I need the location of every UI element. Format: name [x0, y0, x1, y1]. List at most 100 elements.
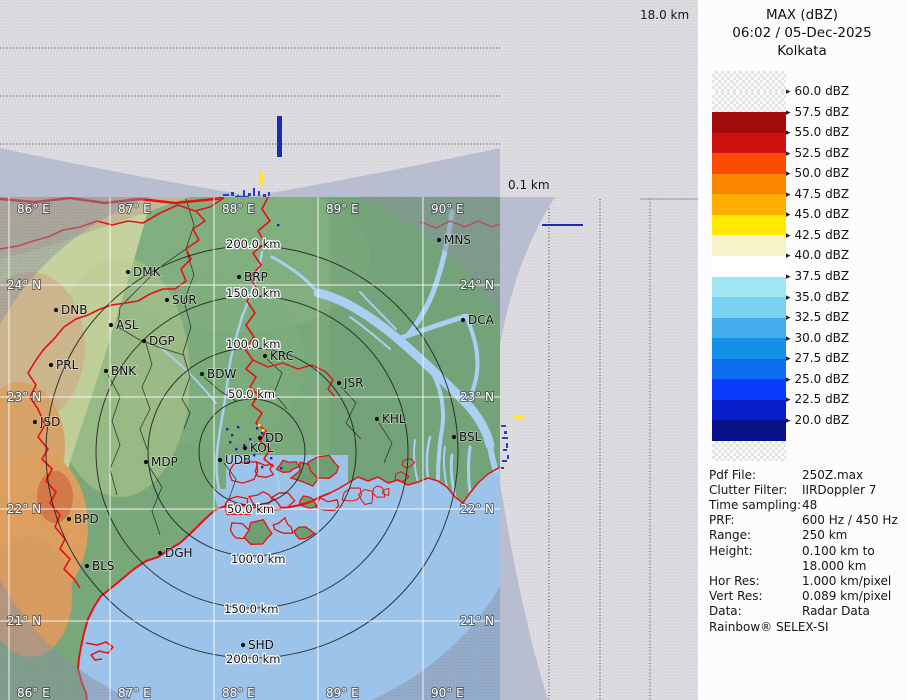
elevated-echo-bar: [542, 224, 583, 226]
delta-island: [316, 496, 340, 511]
legend-tick-arrow: ▸: [786, 107, 791, 118]
echo-mark-blue: [506, 443, 508, 448]
echo-pixel-strong: [262, 429, 265, 432]
station-dot-MDP: [143, 459, 149, 465]
legend-cell: [712, 255, 786, 277]
delta-island: [293, 526, 316, 540]
delta-island: [401, 458, 416, 470]
hooghly-estuary: [213, 489, 231, 513]
legend-tick-arrow: ▸: [786, 395, 791, 406]
legend-cell: [712, 297, 786, 318]
legend-tick-label: 50.0 dBZ: [794, 166, 850, 181]
stations: DMK BRP SUR MNS DNB ASL DGP DCA PRL BNK BDW KRC JSR K…: [32, 232, 495, 653]
legend-cell: [712, 317, 786, 339]
metadata-label: Range:: [709, 528, 752, 543]
legend-cell: [712, 440, 786, 462]
echo-mark-blue: [243, 190, 245, 196]
echo-mark-blue: [268, 192, 270, 196]
echo-mark-blue: [223, 194, 229, 196]
metadata-label: Vert Res:: [709, 588, 763, 603]
echo-marks-right-panel: [501, 224, 583, 469]
product-title: MAX (dBZ): [765, 7, 839, 23]
legend-tick-arrow: ▸: [786, 230, 791, 241]
lon-label-top: 90° E: [431, 202, 464, 216]
legend-tick-label: 57.5 dBZ: [794, 104, 850, 119]
echo-pixel: [243, 444, 246, 447]
legend-tick-arrow: ▸: [786, 87, 791, 98]
metadata-row: PRF: 600 Hz / 450 Hz: [709, 513, 899, 528]
station-label-DMK: DMK: [133, 265, 162, 279]
legend-cell: [712, 358, 786, 380]
station-label-MDP: MDP: [151, 455, 178, 469]
legend-cell: [712, 91, 786, 113]
lon-label-bottom: 88° E: [222, 686, 255, 700]
elevated-echo-bar: [277, 116, 282, 157]
station-label-KRC: KRC: [270, 349, 294, 363]
metadata-row: 18.000 km: [709, 559, 899, 574]
legend-tick-arrow: ▸: [786, 333, 791, 344]
echo-mark-blue: [248, 193, 251, 196]
station-dot-DD: [257, 435, 263, 441]
legend-tick-label: 20.0 dBZ: [794, 412, 850, 427]
echo-pixel: [226, 428, 229, 431]
coverage-cone-right: [253, 148, 500, 197]
metadata-row: Time sampling: 48: [709, 498, 899, 513]
lon-label-bottom: 86° E: [17, 686, 50, 700]
metadata-value: 0.100 km to: [802, 543, 875, 558]
height-min-label: 0.1 km: [508, 178, 550, 192]
delta-island: [358, 488, 374, 505]
station-dot-SUR: [164, 297, 170, 303]
metadata-value: 250Z.max: [802, 468, 864, 482]
height-gridlines-right: [548, 199, 651, 700]
delta-island: [243, 519, 273, 545]
lat-label-left: 22° N: [7, 502, 41, 516]
echo-pixel-strong: [258, 424, 261, 427]
station-label-DCA: DCA: [468, 313, 495, 327]
bay-of-bengal: [78, 467, 500, 700]
lon-label-top: 89° E: [326, 202, 359, 216]
metadata-row: Data: Radar Data: [709, 604, 899, 619]
color-scale-bar: [712, 71, 786, 462]
station-dot-BLS: [84, 563, 90, 569]
metadata-value: IIRDoppler 7: [802, 483, 877, 498]
lon-label-bottom: 90° E: [431, 686, 464, 700]
out-of-range-overlay: [0, 179, 537, 700]
echo-pixel: [249, 438, 252, 441]
legend-cell: [712, 153, 786, 174]
station-label-SUR: SUR: [172, 293, 197, 307]
lat-label-right: 22° N: [460, 502, 494, 516]
station-label-DGP: DGP: [149, 334, 175, 348]
radar-map-canvas: 86° E 86° E 87° E 87° E 88° E 88° E 89° E 89° E…: [0, 179, 537, 700]
legend-cell: [712, 194, 786, 215]
metadata-row: Height: 0.100 km to: [709, 544, 899, 559]
height-max-label: 18.0 km: [640, 8, 690, 22]
delta-island: [372, 485, 386, 498]
legend-tick-arrow: ▸: [786, 251, 791, 262]
range-ring-label: 100.0 km: [231, 552, 285, 566]
station-label-JSD: JSD: [39, 415, 60, 429]
echo-mark-blue: [502, 437, 508, 439]
echo-pixel: [261, 466, 264, 469]
station-label-BNK: BNK: [111, 364, 137, 378]
coverage-cone-upper: [500, 197, 555, 345]
timestamp: 06:02 / 05-Dec-2025: [732, 25, 872, 41]
lon-label-top: 87° E: [118, 202, 151, 216]
legend-cell: [712, 71, 786, 92]
echo-pixel: [237, 426, 240, 429]
echo-pixel: [229, 441, 232, 444]
lat-label-right: 21° N: [460, 614, 494, 628]
legend-cell: [712, 399, 786, 421]
echo-pixel: [277, 224, 280, 227]
height-panel-right: [500, 197, 698, 700]
range-ring-label: 200.0 km: [226, 652, 280, 666]
legend-tick-label: 22.5 dBZ: [794, 392, 850, 407]
legend-tick-label: 27.5 dBZ: [794, 351, 850, 366]
station-dot-KRC: [262, 353, 268, 359]
lat-label-left: 23° N: [7, 390, 41, 404]
metadata-label: Clutter Filter:: [709, 483, 788, 498]
metadata-value: 250 km: [802, 528, 848, 543]
station-label-BSL: BSL: [459, 430, 482, 444]
station-dot-BPD: [66, 516, 72, 522]
legend-panel: MAX (dBZ) 06:02 / 05-Dec-2025 Kolkata ▸ 6…: [698, 0, 906, 700]
